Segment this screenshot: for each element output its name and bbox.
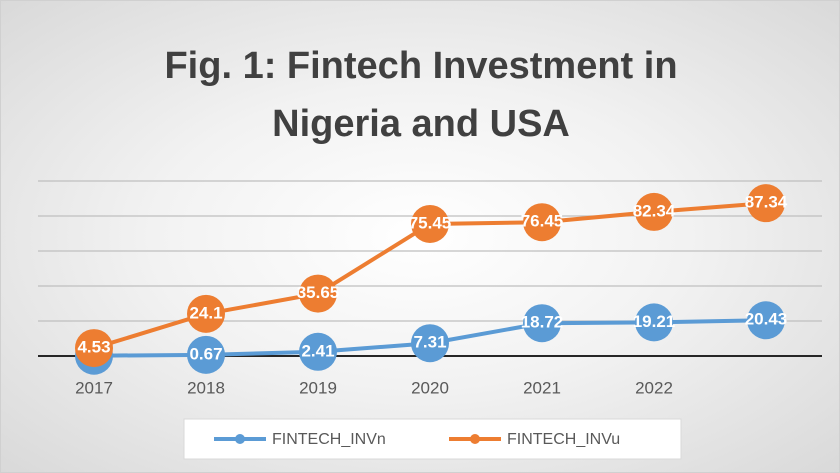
- data-point: [411, 324, 449, 363]
- data-label: 87.34: [745, 193, 788, 212]
- legend-marker: [470, 434, 480, 444]
- data-point: [299, 332, 337, 371]
- data-label: 2.41: [301, 341, 334, 360]
- data-label: 0.67: [189, 344, 222, 363]
- data-point: [299, 274, 337, 313]
- data-point: [187, 335, 225, 374]
- data-point: [747, 184, 785, 223]
- data-label: 75.45: [409, 213, 452, 232]
- data-label: 20.43: [745, 310, 788, 329]
- data-point: [635, 303, 673, 342]
- data-label: 82.34: [633, 201, 676, 220]
- data-label: 18.72: [521, 313, 564, 332]
- data-label: 19.21: [633, 312, 676, 331]
- data-label: 7.31: [413, 333, 446, 352]
- x-tick-label: 2019: [299, 378, 337, 397]
- x-tick-label: 2017: [75, 378, 113, 397]
- data-point: [187, 294, 225, 333]
- data-point: [635, 192, 673, 231]
- x-tick-label: 2021: [523, 378, 561, 397]
- data-point: [747, 301, 785, 340]
- chart-title: Fig. 1: Fintech Investment in Nigeria an…: [164, 45, 678, 145]
- data-label: 4.53: [77, 338, 110, 357]
- x-tick-label: 2022: [635, 378, 673, 397]
- legend-label: FINTECH_INVn: [272, 431, 386, 448]
- x-tick-label: 2020: [411, 378, 449, 397]
- x-tick-label: 2018: [187, 378, 225, 397]
- data-point: [523, 203, 561, 242]
- data-label: 24.1: [189, 303, 222, 322]
- data-point: [523, 304, 561, 343]
- data-point: [411, 204, 449, 243]
- legend-marker: [235, 434, 245, 444]
- data-label: 76.45: [521, 212, 564, 231]
- data-point: [75, 329, 113, 368]
- legend-label: FINTECH_INVu: [507, 431, 620, 448]
- legend-box: [183, 418, 682, 460]
- data-label: 35.65: [297, 283, 340, 302]
